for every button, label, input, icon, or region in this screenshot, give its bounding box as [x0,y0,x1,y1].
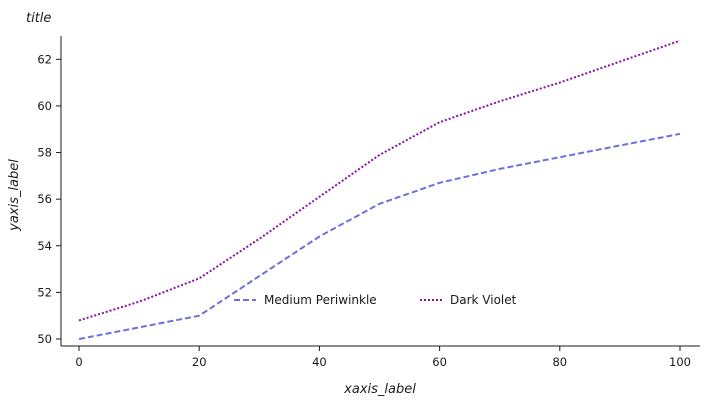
series-line-medium-periwinkle [78,132,681,340]
y-tick-label: 50 [37,332,52,346]
x-axis-label: xaxis_label [343,382,416,397]
series-line-dark-violet [78,39,681,322]
y-tick-label: 52 [37,285,52,299]
series-layer [78,39,681,340]
x-tick-label: 0 [75,355,82,369]
x-tick-label: 80 [552,355,567,369]
x-tick-label: 100 [669,355,691,369]
y-tick-label: 60 [37,99,52,113]
axes [60,36,700,347]
y-tick-label: 56 [37,192,52,206]
y-ticks: 50 52 54 56 58 60 62 [37,52,61,346]
legend-label-dark-violet: Dark Violet [450,293,517,307]
legend: Medium Periwinkle Dark Violet [234,293,517,307]
y-axis-label: yaxis_label [7,159,22,232]
x-tick-label: 20 [192,355,207,369]
legend-label-medium-periwinkle: Medium Periwinkle [264,293,377,307]
x-tick-label: 60 [432,355,447,369]
x-tick-label: 40 [312,355,327,369]
chart-title: title [26,11,51,26]
y-tick-label: 54 [37,239,52,253]
y-tick-label: 62 [37,52,52,66]
y-tick-label: 58 [37,146,52,160]
x-ticks: 0 20 40 60 80 100 [75,346,691,369]
